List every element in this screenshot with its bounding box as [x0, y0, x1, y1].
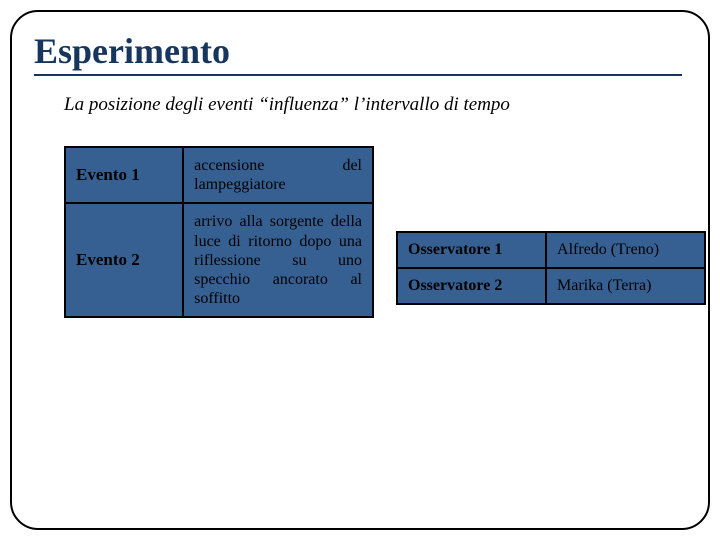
subtitle: La posizione degli eventi “influenza” l’…: [64, 94, 692, 116]
table-row: Evento 2 arrivo alla sorgente della luce…: [65, 203, 373, 317]
page-title: Esperimento: [34, 30, 692, 72]
table-row: Osservatore 2 Marika (Terra): [397, 268, 705, 304]
observer-value: Alfredo (Treno): [546, 232, 705, 268]
observer-header: Osservatore 2: [397, 268, 546, 304]
table-row: Osservatore 1 Alfredo (Treno): [397, 232, 705, 268]
observer-header: Osservatore 1: [397, 232, 546, 268]
events-table: Evento 1 accensione del lampeggiatore Ev…: [64, 146, 374, 318]
event-desc: arrivo alla sorgente della luce di ritor…: [183, 203, 373, 317]
event-desc: accensione del lampeggiatore: [183, 147, 373, 203]
title-rule: [34, 74, 682, 76]
table-row: Evento 1 accensione del lampeggiatore: [65, 147, 373, 203]
observer-value: Marika (Terra): [546, 268, 705, 304]
event-header: Evento 1: [65, 147, 183, 203]
slide: Esperimento La posizione degli eventi “i…: [0, 0, 720, 540]
event-header: Evento 2: [65, 203, 183, 317]
observers-table: Osservatore 1 Alfredo (Treno) Osservator…: [396, 231, 706, 305]
